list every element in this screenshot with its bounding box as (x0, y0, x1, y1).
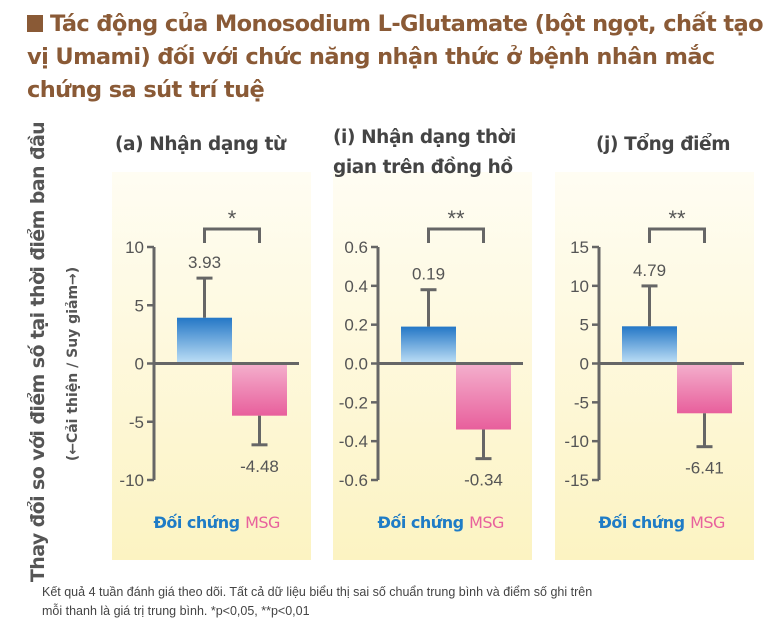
panel-title: gian trên đồng hồ (333, 157, 513, 178)
category-label-msg: MSG (469, 513, 504, 532)
y-tick-label: 10 (570, 277, 589, 296)
y-tick-label: 5 (580, 316, 589, 335)
y-tick-label: 0 (135, 355, 144, 374)
panel-title: (a) Nhận dạng từ (115, 134, 287, 155)
title-text: Tác động của Monosodium L-Glutamate (bột… (27, 11, 764, 103)
y-tick-label: -5 (129, 413, 144, 432)
category-label-control: Đối chứng (377, 513, 463, 532)
bar-msg (232, 363, 287, 416)
significance-marker: ** (668, 206, 686, 231)
y-tick-label: -0.4 (339, 432, 368, 451)
chart-title: Tác động của Monosodium L-Glutamate (bột… (27, 8, 767, 107)
footnote-line-2: mỗi thanh là giá trị trung bình. *p<0,05… (42, 604, 310, 618)
y-tick-label: 0.2 (344, 316, 368, 335)
significance-marker: * (228, 206, 237, 231)
value-label: -0.34 (464, 471, 503, 490)
panel-title: (j) Tổng điểm (596, 133, 730, 155)
y-tick-label: 0.4 (344, 277, 368, 296)
y-tick-label: 0.6 (344, 238, 368, 257)
y-tick-label: 0.0 (344, 355, 368, 374)
y-tick-label: -0.6 (339, 471, 368, 490)
value-label: 3.93 (188, 253, 221, 272)
category-label-control: Đối chứng (598, 513, 684, 532)
category-label-msg: MSG (245, 513, 280, 532)
bar-msg (456, 363, 511, 430)
value-label: 4.79 (633, 261, 666, 280)
value-label: -4.48 (240, 457, 279, 476)
chart-panel-2: (j) Tổng điểm 15 10 5 0 -5 -10 -15 4.79 Đối chứng… (555, 133, 754, 560)
footnote: Kết quả 4 tuần đánh giá theo dõi. Tất cả… (42, 583, 742, 621)
y-tick-label: 10 (125, 238, 144, 257)
y-axis-label: Thay đổi so với điểm số tại thời điểm ba… (26, 122, 49, 582)
significance-bracket (427, 227, 485, 243)
bar-msg (677, 363, 732, 414)
category-label-control: Đối chứng (153, 513, 239, 532)
value-label: -6.41 (685, 459, 724, 478)
chart-panel-0: (a) Nhận dạng từ 10 5 0 -5 -10 3.93 Đối chứng -4… (112, 134, 311, 560)
y-tick-label: -15 (564, 471, 589, 490)
title-square-icon (27, 15, 43, 32)
category-label-msg: MSG (690, 513, 725, 532)
y-tick-label: 0 (580, 355, 589, 374)
chart-panel-1: (i) Nhận dạng thời gian trên đồng hồ 0.6 0.… (333, 127, 532, 560)
y-tick-label: 15 (570, 238, 589, 257)
y-tick-label: -10 (564, 432, 589, 451)
bar-control (177, 317, 232, 364)
significance-bracket (203, 227, 261, 243)
bar-control (622, 326, 677, 364)
bar-control (401, 326, 456, 364)
y-axis-sublabel: (←Cải thiện / Suy giảm→) (65, 267, 81, 461)
panel-title: (i) Nhận dạng thời (333, 127, 516, 148)
value-label: 0.19 (412, 265, 445, 284)
significance-bracket (648, 227, 706, 243)
y-tick-label: -0.2 (339, 393, 368, 412)
y-tick-label: -5 (574, 393, 589, 412)
footnote-line-1: Kết quả 4 tuần đánh giá theo dõi. Tất cả… (42, 585, 593, 599)
significance-marker: ** (447, 206, 465, 231)
y-tick-label: 5 (135, 296, 144, 315)
y-tick-label: -10 (119, 471, 144, 490)
